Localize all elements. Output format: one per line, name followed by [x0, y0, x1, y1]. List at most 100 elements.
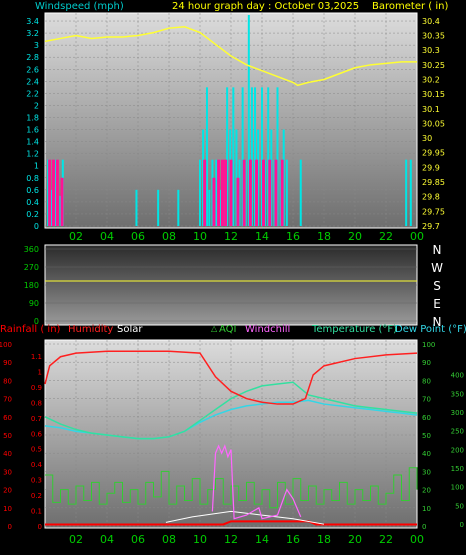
barometer-tick: 29.8 — [422, 193, 440, 202]
far-right-tick: 400 — [451, 372, 464, 380]
windspeed-bar — [232, 87, 235, 226]
windspeed-bar — [177, 189, 180, 226]
windspeed-tick: 0.4 — [26, 198, 39, 207]
gust-bar — [220, 159, 224, 226]
windspeed-tick: 0.6 — [26, 186, 39, 195]
rainfall-tick: 0.9 — [31, 384, 42, 392]
right-tick: 40 — [422, 450, 431, 458]
windspeed-ticks: 3.4 3.2 3 2.8 2.6 2.4 2.2 2 1.8 1.6 1.4 1.2 1 0.8 0.6 0… — [26, 17, 39, 231]
gust-bar — [255, 159, 259, 226]
direction-ticks: 360 270 180 90 0 — [24, 245, 39, 326]
right-tick: 0 — [422, 523, 426, 531]
direction-gridlines — [45, 248, 417, 322]
barometer-tick: 30.25 — [422, 61, 445, 70]
barometer-line-group — [44, 25, 417, 87]
chart-title: 24 hour graph day : October 03,2025 — [172, 1, 359, 12]
far-right-ticks: 400 350 300 250 200 150 100 50 0 — [451, 372, 464, 529]
barometer-ticks: 30.4 30.35 30.3 30.25 30.2 30.15 30.1 30.05 30 29… — [422, 17, 445, 231]
windspeed-tick: 3.2 — [26, 29, 39, 38]
windspeed-tick: 1.4 — [26, 138, 39, 147]
gust-bar — [52, 159, 56, 226]
barometer-tick: 29.85 — [422, 178, 445, 187]
barometer-axis-label: Barometer ( in) — [372, 1, 448, 12]
windspeed-bar — [235, 129, 238, 226]
windspeed-tick: 1.6 — [26, 126, 39, 135]
rainfall-tick: 0.6 — [31, 430, 43, 438]
outer-left-tick: 0 — [8, 523, 12, 531]
gust-bar — [262, 159, 266, 226]
weather-x-tick: 22 — [379, 533, 393, 546]
legend-aqi: AQI — [219, 324, 237, 335]
barometer-tick: 30.35 — [422, 32, 445, 41]
weather-x-tick: 18 — [317, 533, 331, 546]
legend-dewpoint: Dew Point (°F) — [395, 324, 466, 335]
right-tick: 100 — [422, 341, 435, 349]
far-right-tick: 300 — [451, 409, 464, 417]
far-right-tick: 250 — [451, 428, 464, 436]
direction-tick: 270 — [24, 263, 39, 272]
windspeed-bar — [241, 87, 244, 226]
gust-bar — [212, 177, 216, 226]
windspeed-tick: 2.8 — [26, 53, 39, 62]
weather-x-tick: 12 — [224, 533, 238, 546]
wind-x-tick: 02 — [69, 230, 83, 243]
windspeed-tick: 2.4 — [26, 77, 39, 86]
gust-bar — [217, 159, 221, 226]
rainfall-tick: 0.2 — [31, 492, 42, 500]
windspeed-bar — [254, 87, 257, 226]
weather-x-tick: 02 — [69, 533, 83, 546]
solar-line — [165, 510, 325, 525]
windchill-line — [211, 444, 302, 520]
windspeed-bar — [285, 159, 288, 226]
windspeed-bar — [405, 159, 408, 226]
direction-tick: 360 — [24, 245, 39, 254]
outer-left-tick: 30 — [3, 468, 12, 476]
wind-x-tick: 14 — [255, 230, 269, 243]
legend-windchill: Windchill — [245, 324, 290, 335]
windspeed-tick: 1.8 — [26, 113, 39, 122]
legend-temperature: Temperature (°F) — [311, 324, 397, 335]
windspeed-bar — [299, 159, 302, 226]
outer-left-tick: 20 — [3, 487, 12, 495]
direction-tick: 90 — [29, 299, 39, 308]
windspeed-tick: 1 — [34, 162, 39, 171]
windspeed-bar — [270, 129, 273, 226]
compass-label: S — [433, 279, 441, 293]
windspeed-tick: 2.2 — [26, 89, 39, 98]
right-tick: 50 — [422, 432, 431, 440]
humidity-line — [44, 350, 418, 405]
windspeed-bar — [202, 129, 205, 226]
windspeed-bar — [223, 189, 226, 226]
weather-x-ticks: 02 04 06 08 10 12 14 16 18 20 22 00 — [69, 533, 424, 546]
windspeed-bar — [267, 87, 270, 226]
barometer-tick: 30.4 — [422, 17, 440, 26]
weather-x-tick: 16 — [286, 533, 300, 546]
rainfall-ticks: 1.1 1 0.9 0.8 0.7 0.6 0.5 0.4 0.3 0.2 0.1 0 — [31, 353, 43, 531]
rainfall-tick: 1.1 — [31, 353, 42, 361]
wind-x-tick: 12 — [224, 230, 238, 243]
right-tick: 60 — [422, 414, 431, 422]
gust-bar — [229, 159, 233, 226]
gust-bar — [224, 159, 228, 226]
windspeed-bar — [238, 159, 241, 226]
rainfall-tick: 0.3 — [31, 477, 42, 485]
rainfall-tick: 0 — [38, 523, 42, 531]
windspeed-bar — [261, 87, 263, 226]
outer-left-tick: 50 — [3, 432, 12, 440]
windspeed-tick: 1.2 — [26, 150, 39, 159]
windspeed-bar — [219, 189, 222, 226]
wind-x-tick: 10 — [193, 230, 207, 243]
barometer-tick: 30.05 — [422, 119, 445, 128]
windspeed-tick: 0 — [34, 222, 39, 231]
windspeed-bar — [264, 159, 267, 226]
compass-label: E — [433, 297, 441, 311]
outer-left-tick: 80 — [3, 377, 12, 385]
compass-label: N — [433, 315, 442, 329]
gust-bars — [48, 159, 284, 226]
gust-bar — [236, 177, 240, 226]
wind-x-tick: 18 — [317, 230, 331, 243]
far-right-tick: 0 — [460, 521, 464, 529]
windspeed-bars — [47, 15, 412, 226]
